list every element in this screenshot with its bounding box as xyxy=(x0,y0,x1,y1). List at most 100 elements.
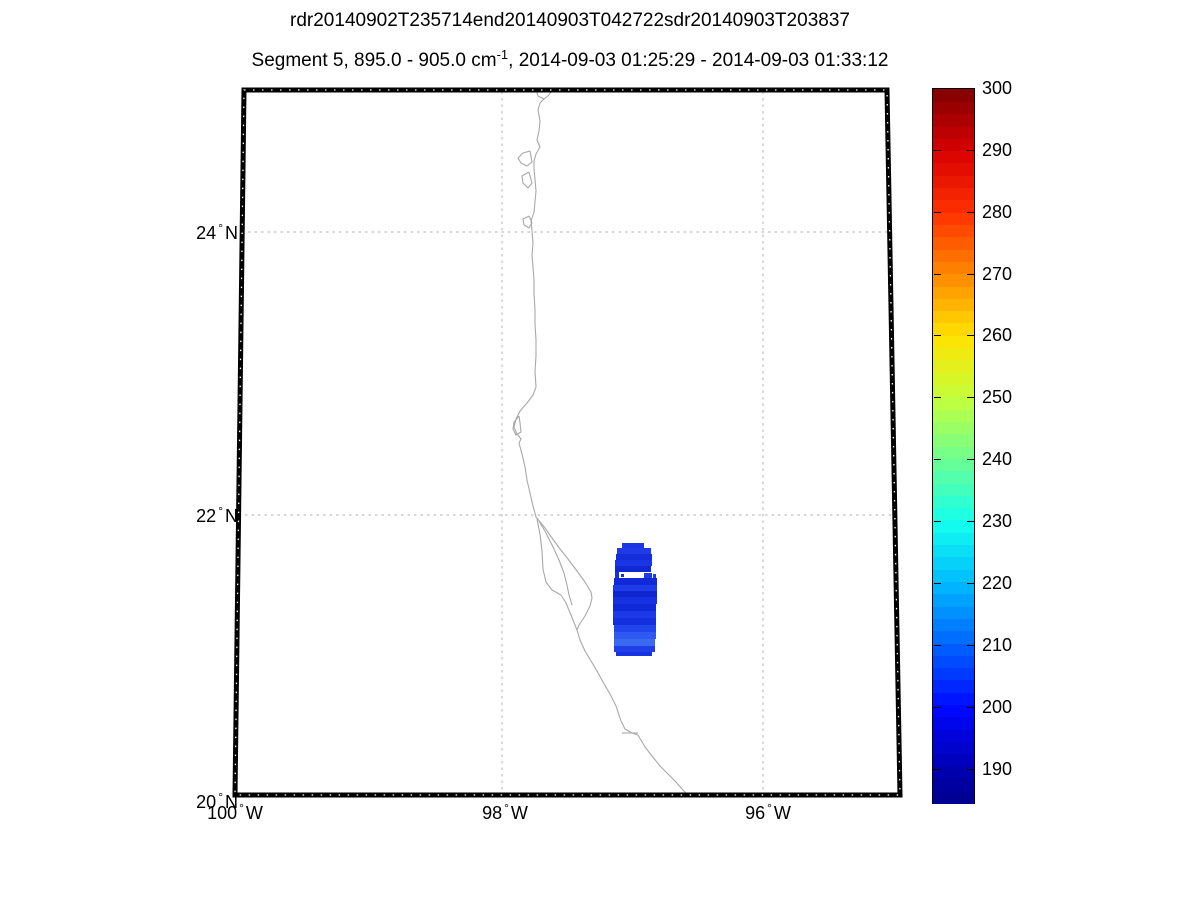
axis-label-value: 100 xyxy=(207,803,238,823)
colorbar-tick-left-230 xyxy=(933,521,941,523)
colorbar-band xyxy=(933,569,974,582)
observation-swath-strip xyxy=(613,597,657,604)
colorbar-band xyxy=(933,655,974,669)
colorbar-tick-left-260 xyxy=(933,335,941,337)
colorbar-band xyxy=(933,606,974,619)
colorbar-band xyxy=(933,618,974,632)
map-frame-fill xyxy=(235,90,900,795)
colorbar-tick-label-200: 200 xyxy=(982,696,1013,717)
colorbar-tick-left-250 xyxy=(933,397,941,399)
colorbar-tick-label-260: 260 xyxy=(982,325,1013,346)
observation-swath-strip xyxy=(613,585,657,591)
colorbar-band xyxy=(933,753,974,767)
degree-symbol: ° xyxy=(218,790,223,804)
axis-label-value: 22 xyxy=(196,506,217,526)
observation-swath-strip xyxy=(614,625,656,632)
observation-swath-strip xyxy=(621,574,624,577)
observation-swath-strip xyxy=(615,572,619,578)
colorbar-band xyxy=(933,396,974,410)
colorbar xyxy=(932,88,975,804)
colorbar-tick-right-200 xyxy=(966,706,974,708)
colorbar-tick-label-300: 300 xyxy=(982,78,1013,98)
colorbar-band xyxy=(933,556,974,570)
observation-swath-strip xyxy=(616,554,652,560)
colorbar-tick-label-190: 190 xyxy=(982,758,1013,779)
colorbar-band xyxy=(933,458,974,472)
colorbar-band xyxy=(933,298,974,312)
colorbar-band xyxy=(933,766,974,779)
colorbar-band xyxy=(933,101,974,115)
colorbar-band xyxy=(933,433,974,447)
colorbar-tick-right-250 xyxy=(966,397,974,399)
figure-subtitle: Segment 5, 895.0 - 905.0 cm-1, 2014-09-0… xyxy=(0,47,1140,72)
lon-tick-label-98W: 98 ° W xyxy=(460,801,550,824)
coastline xyxy=(513,89,689,796)
axis-label-value: 98 xyxy=(482,803,503,823)
colorbar-tick-label-240: 240 xyxy=(982,449,1013,470)
observation-swath-strip xyxy=(613,604,656,611)
colorbar-band xyxy=(933,642,974,656)
colorbar-band xyxy=(933,249,974,262)
colorbar-band xyxy=(933,421,974,435)
coastline xyxy=(521,171,533,189)
observation-swath-strip xyxy=(614,646,655,652)
lat-tick-label-24N: 24 ° N xyxy=(178,221,238,244)
lat-tick-label-22N: 22 ° N xyxy=(178,504,238,527)
axis-label-hemisphere: N xyxy=(225,506,238,526)
observation-swath-strip xyxy=(613,618,656,625)
axis-label-hemisphere: W xyxy=(773,803,791,823)
colorbar-tick-right-280 xyxy=(966,211,974,213)
lon-tick-label-96W: 96 ° W xyxy=(723,801,813,824)
colorbar-band xyxy=(933,236,974,250)
colorbar-tick-label-220: 220 xyxy=(982,572,1013,593)
colorbar-tick-right-220 xyxy=(966,582,974,584)
observation-swath-strip xyxy=(614,632,656,639)
subtitle-pre: Segment 5, 895.0 - 905.0 cm xyxy=(251,50,497,71)
colorbar-band xyxy=(933,384,974,398)
colorbar-tick-left-240 xyxy=(933,459,941,461)
colorbar-tick-label-270: 270 xyxy=(982,263,1013,284)
colorbar-band xyxy=(933,790,974,804)
colorbar-band xyxy=(933,446,974,459)
observation-swath-strip xyxy=(617,548,651,554)
colorbar-tick-left-210 xyxy=(933,644,941,646)
axis-label-hemisphere: N xyxy=(225,223,238,243)
coastline xyxy=(538,520,573,606)
axis-label-hemisphere: W xyxy=(245,803,263,823)
colorbar-band xyxy=(933,175,974,189)
colorbar-tick-label-280: 280 xyxy=(982,201,1013,222)
colorbar-band xyxy=(933,261,974,275)
colorbar-band xyxy=(933,593,974,607)
lon-tick-label-100W: 100 ° W xyxy=(190,801,280,824)
colorbar-band xyxy=(933,519,974,533)
colorbar-tick-right-290 xyxy=(966,149,974,151)
coastline xyxy=(522,215,533,229)
colorbar-band xyxy=(933,113,974,127)
degree-symbol: ° xyxy=(504,801,509,815)
colorbar-band xyxy=(933,162,974,176)
colorbar-band xyxy=(933,495,974,509)
degree-symbol: ° xyxy=(218,221,223,235)
colorbar-band xyxy=(933,285,974,299)
axis-label-value: 24 xyxy=(196,223,217,243)
colorbar-tick-label-210: 210 xyxy=(982,634,1013,655)
observation-swath-strip xyxy=(644,573,652,578)
colorbar-band xyxy=(933,409,974,422)
degree-symbol: ° xyxy=(767,801,772,815)
colorbar-tick-left-280 xyxy=(933,211,941,213)
degree-symbol: ° xyxy=(218,504,223,518)
colorbar-band xyxy=(933,778,974,792)
subtitle-post: , 2014-09-03 01:25:29 - 2014-09-03 01:33… xyxy=(508,50,889,71)
colorbar-band xyxy=(933,89,974,102)
colorbar-tick-right-210 xyxy=(966,644,974,646)
colorbar-band xyxy=(933,729,974,743)
colorbar-tick-left-220 xyxy=(933,582,941,584)
colorbar-tick-right-240 xyxy=(966,459,974,461)
coastline xyxy=(536,518,578,631)
colorbar-band xyxy=(933,507,974,521)
colorbar-band xyxy=(933,716,974,730)
colorbar-tick-label-250: 250 xyxy=(982,387,1013,408)
colorbar-tick-right-230 xyxy=(966,521,974,523)
colorbar-band xyxy=(933,630,974,644)
